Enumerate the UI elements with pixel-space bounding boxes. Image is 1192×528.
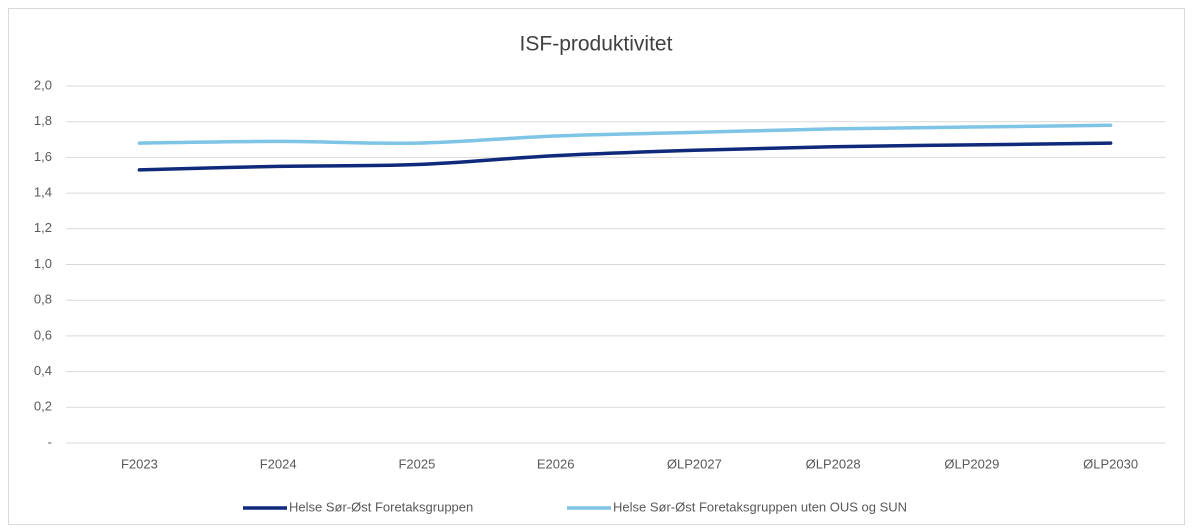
y-tick-label: 1,4 bbox=[34, 185, 52, 200]
y-tick-label: 0,6 bbox=[34, 327, 52, 342]
x-tick-label: F2024 bbox=[260, 456, 297, 471]
chart-frame bbox=[8, 8, 1185, 525]
y-tick-label: 0,8 bbox=[34, 292, 52, 307]
y-tick-label: 1,8 bbox=[34, 113, 52, 128]
x-tick-label: ØLP2029 bbox=[944, 456, 999, 471]
y-tick-label: 2,0 bbox=[34, 77, 52, 92]
chart-title: ISF-produktivitet bbox=[520, 33, 673, 56]
series-line bbox=[137, 141, 1113, 172]
y-tick-label: 0,2 bbox=[34, 399, 52, 414]
legend-label: Helse Sør-Øst Foretaksgruppen bbox=[289, 499, 473, 514]
x-tick-label: E2026 bbox=[537, 456, 575, 471]
x-tick-label: ØLP2030 bbox=[1083, 456, 1138, 471]
y-tick-label: 1,6 bbox=[34, 149, 52, 164]
y-tick-label: 1,2 bbox=[34, 220, 52, 235]
legend-label: Helse Sør-Øst Foretaksgruppen uten OUS o… bbox=[613, 499, 907, 514]
x-tick-label: ØLP2028 bbox=[806, 456, 861, 471]
x-tick-label: ØLP2027 bbox=[667, 456, 722, 471]
x-tick-label: F2025 bbox=[398, 456, 435, 471]
y-tick-label: 1,0 bbox=[34, 256, 52, 271]
x-tick-label: F2023 bbox=[121, 456, 158, 471]
y-tick-label: - bbox=[48, 434, 52, 449]
y-tick-label: 0,4 bbox=[34, 363, 52, 378]
series-line bbox=[137, 123, 1113, 146]
